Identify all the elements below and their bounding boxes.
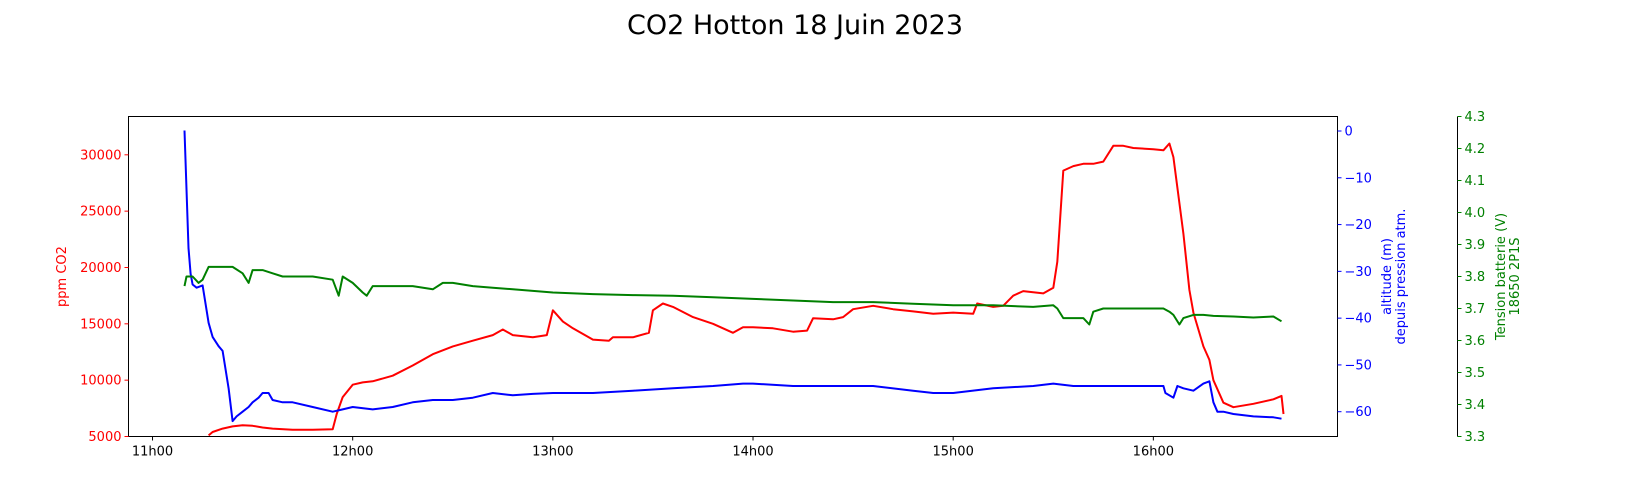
series-line-volt [183,265,1283,326]
alt-tick-label: −20 [1345,218,1372,233]
co2-tick-label: 25000 [80,205,121,220]
volt-tick-label: 4.2 [1465,142,1486,157]
alt-tick-label: 0 [1345,125,1353,140]
x-tick-label: 13h00 [532,445,573,460]
alt-tick-label: −10 [1345,171,1372,186]
series-line-alt [183,130,1282,423]
co2-tick-label: 30000 [80,148,121,163]
volt-tick-label: 3.6 [1465,334,1486,349]
volt-tick-label: 4.0 [1465,206,1486,221]
volt-tick-label: 4.3 [1465,110,1486,125]
alt-tick-label: −40 [1345,312,1372,327]
alt-tick-label: −30 [1345,265,1372,280]
volt-tick-label: 3.3 [1465,430,1486,445]
volt-tick-label: 3.4 [1465,398,1486,413]
co2-tick-label: 10000 [80,374,121,389]
alt-tick-label: −60 [1345,405,1372,420]
volt-tick-label: 4.1 [1465,174,1486,189]
chart-title: CO2 Hotton 18 Juin 2023 [627,10,963,41]
co2-tick-label: 5000 [88,430,121,445]
axes-layer: 11h00 12h00 13h00 14h00 15h00 16h00 5000 10000 1… [55,110,1523,460]
plot-lines [183,130,1285,437]
x-tick-label: 11h00 [132,445,173,460]
volt-tick-label: 3.8 [1465,270,1486,285]
x-tick-label: 12h00 [332,445,373,460]
volt-axis-label-line: 18650 2P1S [1508,237,1523,315]
volt-tick-label: 3.9 [1465,238,1486,253]
volt-tick-label: 3.7 [1465,302,1486,317]
x-tick-label: 15h00 [933,445,974,460]
volt-axis-label-line: Tension batterie (V) [1494,213,1509,341]
alt-axis-label-line: depuis pression atm. [1394,209,1409,345]
plot-frame [128,116,1338,437]
alt-axis-label-line: altitude (m) [1380,238,1395,315]
x-tick-label: 14h00 [732,445,773,460]
series-line-co2 [207,142,1285,437]
co2-tick-label: 20000 [80,261,121,276]
volt-tick-label: 3.5 [1465,366,1486,381]
alt-tick-label: −50 [1345,358,1372,373]
x-tick-label: 16h00 [1133,445,1174,460]
co2-axis-label: ppm CO2 [55,246,70,307]
co2-tick-label: 15000 [80,317,121,332]
